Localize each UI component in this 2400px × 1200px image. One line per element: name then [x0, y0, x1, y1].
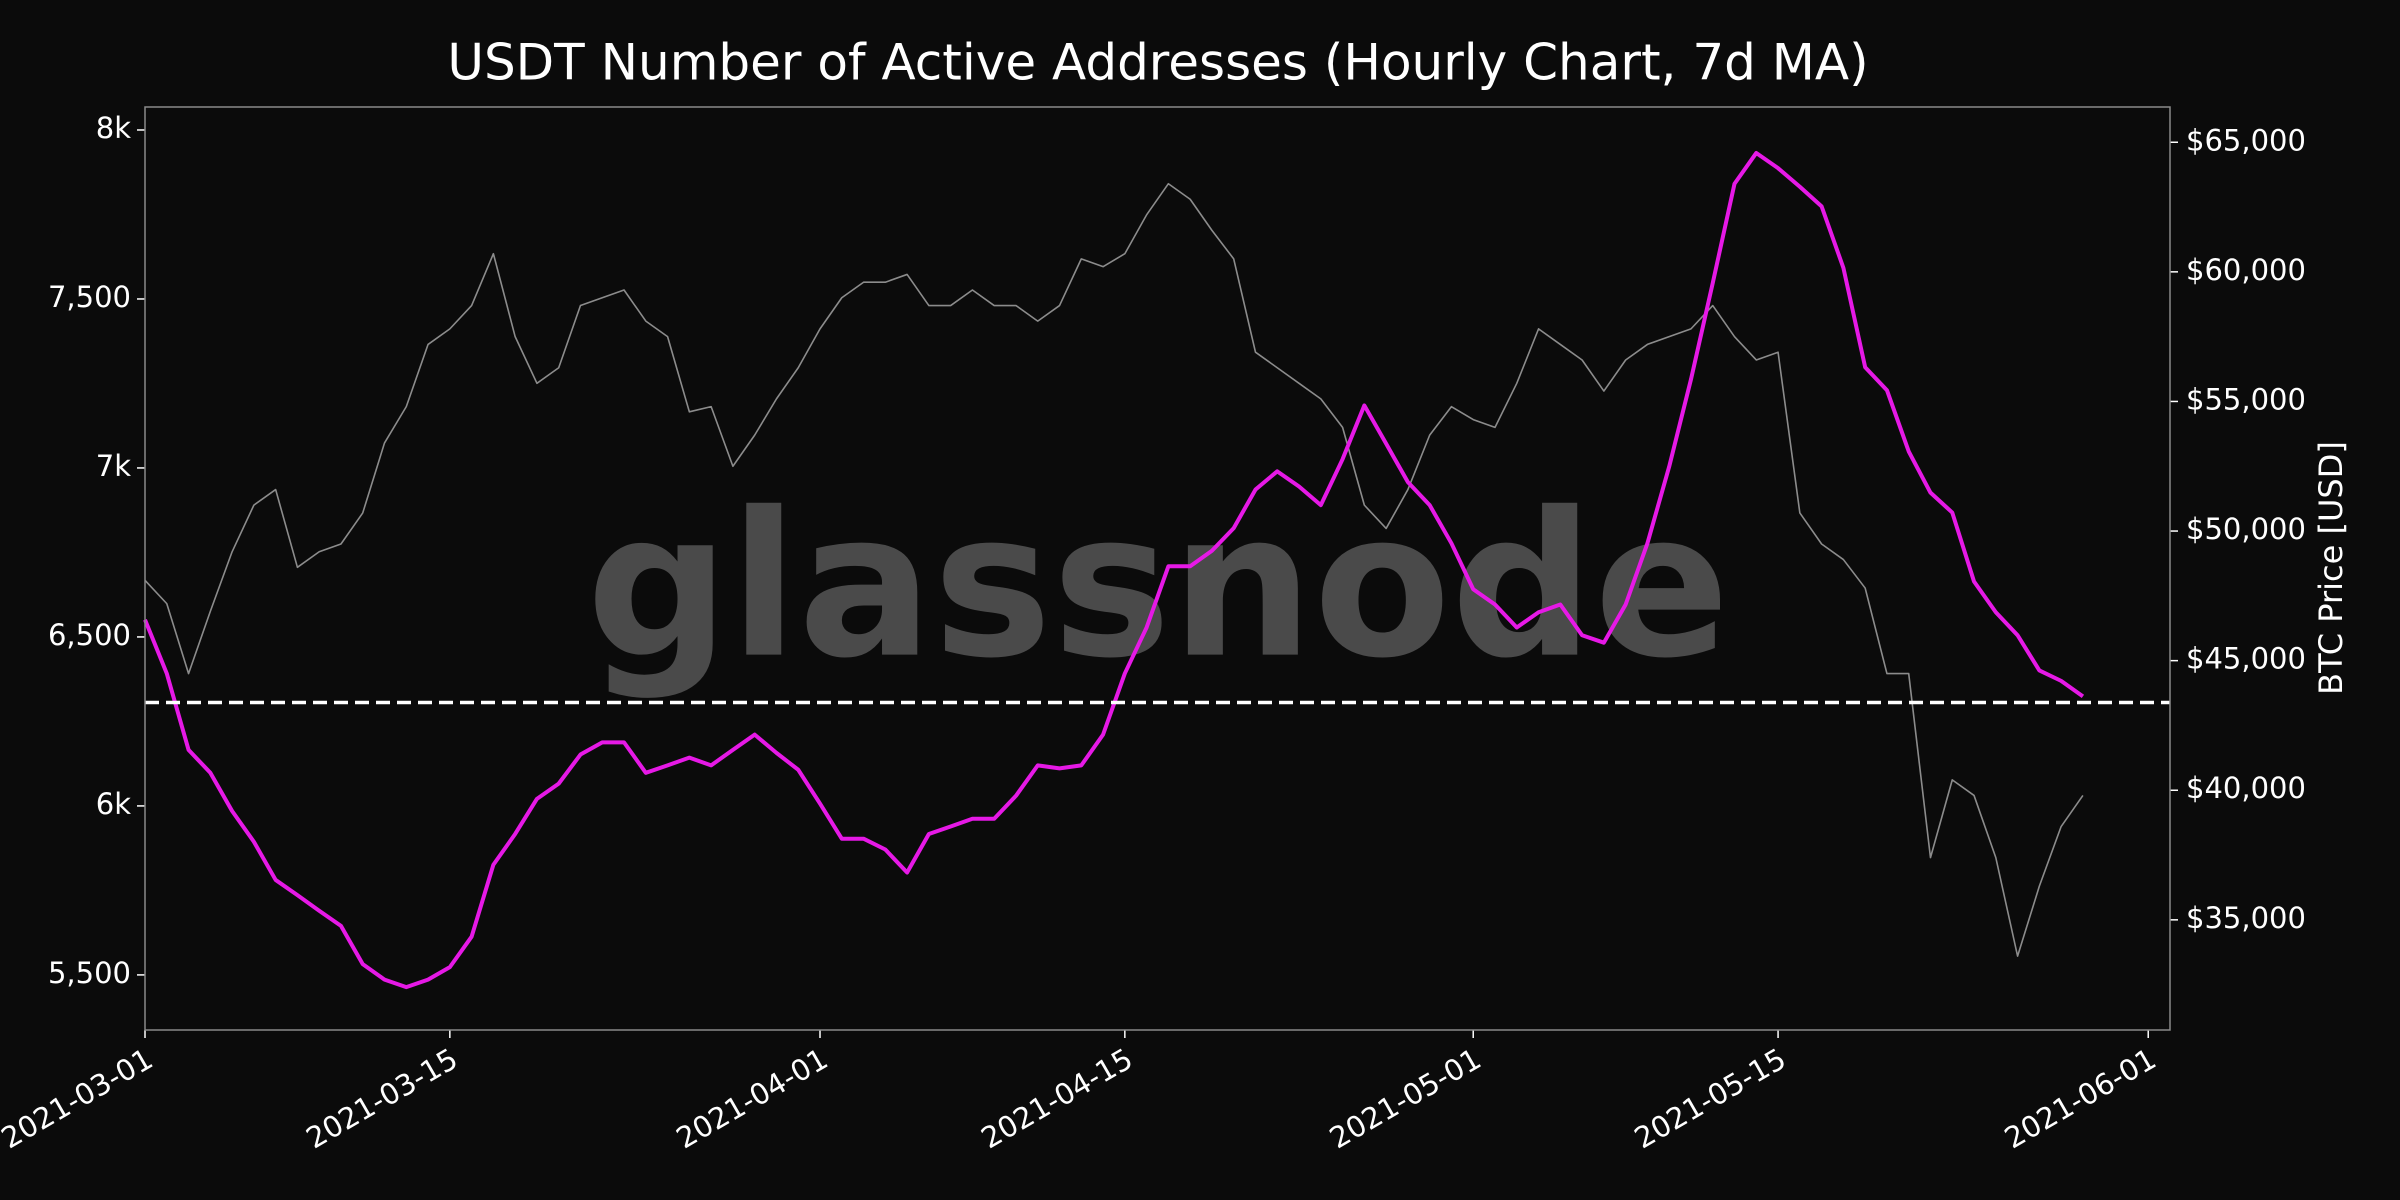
plot-frame [144, 106, 2171, 1031]
y2-tick-label: $50,000 [2186, 512, 2306, 546]
y2-tick-label: $35,000 [2186, 901, 2306, 935]
y2-tick-label: $55,000 [2186, 382, 2306, 416]
watermark: glassnode [586, 470, 1729, 703]
y-tick-label: 6k [96, 787, 131, 821]
y2-axis-label: BTC Price [USD] [2312, 441, 2350, 695]
y-tick-label: 7,500 [48, 280, 131, 314]
y-tick-label: 7k [96, 449, 131, 483]
y-tick-label: 6,500 [48, 618, 131, 652]
btc-price-line [144, 182, 2084, 957]
chart-title: USDT Number of Active Addresses (Hourly … [447, 34, 1868, 92]
y2-tick-label: $45,000 [2186, 642, 2306, 676]
y2-tick-label: $65,000 [2186, 123, 2306, 157]
y2-tick-label: $40,000 [2186, 771, 2306, 805]
y2-tick-label: $60,000 [2186, 253, 2306, 287]
y-tick-label: 8k [96, 111, 131, 145]
y-tick-label: 5,500 [48, 956, 131, 990]
